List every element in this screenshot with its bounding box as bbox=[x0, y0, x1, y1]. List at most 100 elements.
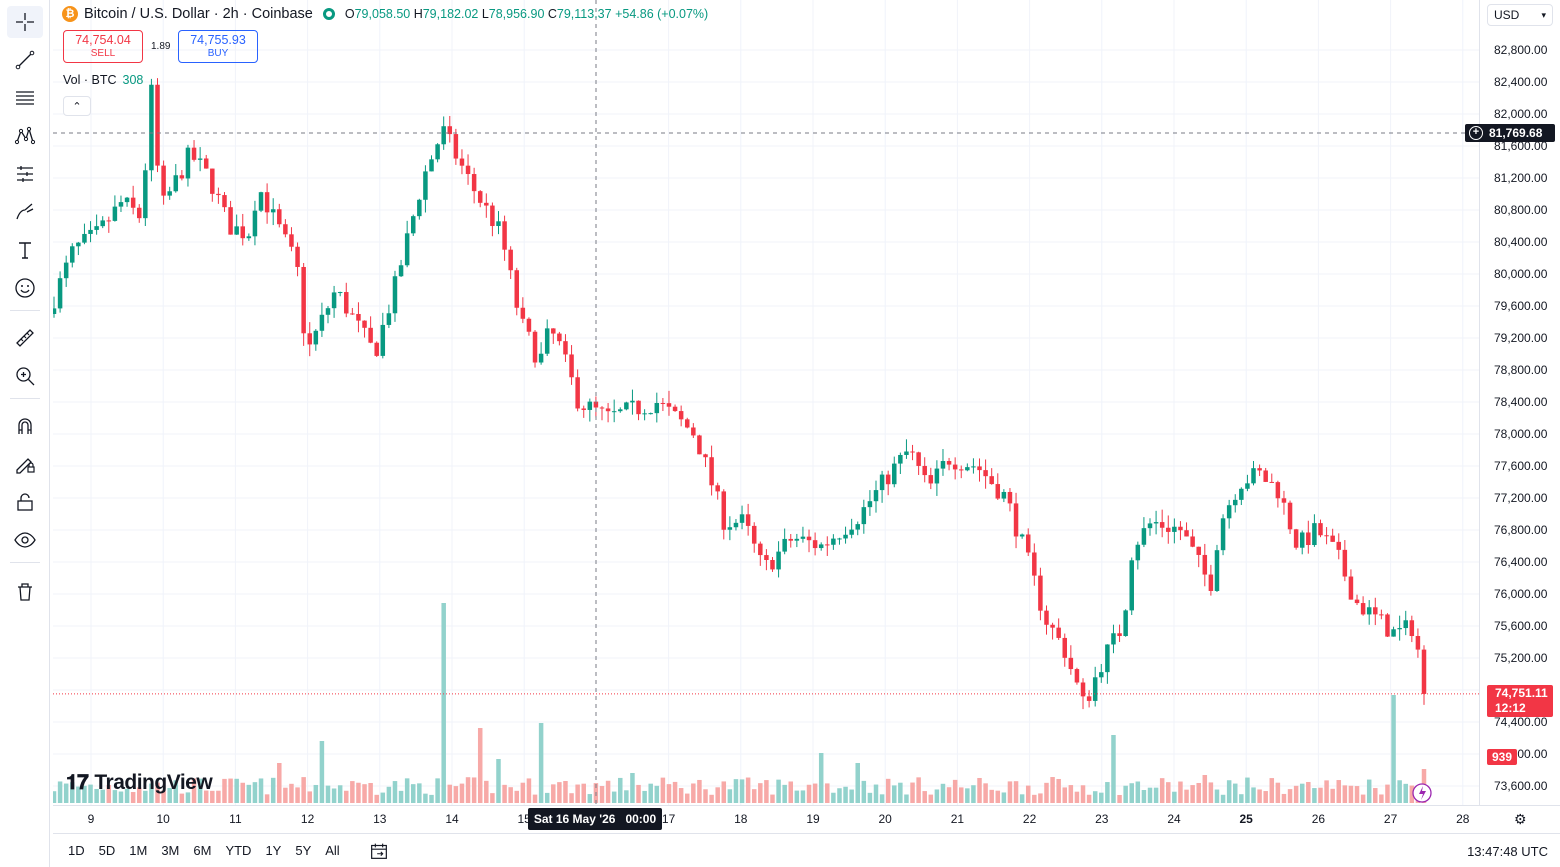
candle-body bbox=[1385, 614, 1390, 637]
candle-body bbox=[739, 514, 745, 523]
volume-bar bbox=[1172, 791, 1177, 803]
zoom-in-icon[interactable] bbox=[7, 360, 43, 392]
brush-tool-icon[interactable] bbox=[7, 196, 43, 228]
range-button-5y[interactable]: 5Y bbox=[295, 842, 312, 858]
fib-retracement-tool-icon[interactable] bbox=[7, 82, 43, 114]
candle-body bbox=[1190, 536, 1195, 547]
candle-body bbox=[112, 206, 118, 221]
pattern-tool-icon[interactable] bbox=[7, 120, 43, 152]
candle-body bbox=[642, 413, 647, 415]
candle-body bbox=[124, 197, 130, 203]
candle-body bbox=[1269, 481, 1275, 483]
candle-body bbox=[228, 207, 233, 235]
settings-gear-icon[interactable]: ⚙ bbox=[1514, 811, 1527, 827]
candle-body bbox=[222, 195, 227, 208]
volume-bar bbox=[1080, 785, 1086, 803]
volume-bar bbox=[770, 794, 775, 803]
currency-select[interactable]: USD ▾ bbox=[1487, 4, 1553, 26]
volume-bar bbox=[666, 784, 672, 803]
chart-pane[interactable] bbox=[53, 0, 1479, 805]
time-tick-label: 24 bbox=[1167, 812, 1181, 826]
buy-button[interactable]: 74,755.93 BUY bbox=[178, 30, 258, 63]
range-button-3m[interactable]: 3M bbox=[161, 842, 180, 858]
candle-body bbox=[605, 408, 611, 412]
emoji-tool-icon[interactable] bbox=[7, 272, 43, 304]
price-tick-label: 79,600.00 bbox=[1494, 299, 1548, 313]
volume-bar bbox=[1190, 785, 1195, 803]
time-axis[interactable]: 9 10 11 12 13 14 15 17 18 19 20 21 22 23 24 25 26 27 28 bbox=[53, 805, 1560, 833]
sell-button[interactable]: 74,754.04 SELL bbox=[63, 30, 143, 63]
candle-body bbox=[386, 313, 392, 325]
volume-bar bbox=[599, 785, 605, 803]
lock-drawing-icon[interactable] bbox=[7, 448, 43, 480]
candle-body bbox=[88, 229, 93, 234]
volume-bar bbox=[53, 791, 57, 803]
range-button-1m[interactable]: 1M bbox=[129, 842, 148, 858]
volume-bar bbox=[313, 784, 319, 803]
text-tool-icon[interactable] bbox=[7, 234, 43, 266]
symbol-title[interactable]: Bitcoin / U.S. Dollar · 2h · Coinbase bbox=[84, 6, 313, 22]
range-button-6m[interactable]: 6M bbox=[193, 842, 212, 858]
volume-bar bbox=[867, 792, 873, 803]
trend-line-tool-icon[interactable] bbox=[7, 44, 43, 76]
candle-body bbox=[1050, 624, 1055, 628]
volume-bar bbox=[222, 778, 227, 803]
volume-bar bbox=[1092, 791, 1098, 803]
trash-icon[interactable] bbox=[7, 576, 43, 608]
add-alert-icon[interactable]: + bbox=[1469, 126, 1483, 140]
volume-bar bbox=[106, 784, 112, 803]
candle-body bbox=[538, 353, 544, 363]
candle-body bbox=[1068, 657, 1074, 670]
volume-bar bbox=[234, 778, 239, 803]
ruler-tool-icon[interactable] bbox=[7, 322, 43, 354]
unlock-icon[interactable] bbox=[7, 486, 43, 518]
range-button-ytd[interactable]: YTD bbox=[225, 842, 252, 858]
range-button-1y[interactable]: 1Y bbox=[265, 842, 282, 858]
volume-bar bbox=[563, 781, 568, 803]
candle-body bbox=[1275, 482, 1281, 499]
volume-bar bbox=[1001, 792, 1007, 803]
candlestick-chart[interactable] bbox=[53, 0, 1479, 805]
volume-bar bbox=[1135, 781, 1141, 803]
volume-bar bbox=[88, 784, 93, 803]
price-tick-label: 82,400.00 bbox=[1494, 75, 1548, 89]
crosshair-tool-icon[interactable] bbox=[7, 6, 43, 38]
volume-bar bbox=[1184, 789, 1189, 803]
tradingview-logo[interactable]: 𝟏𝟕 TradingView bbox=[66, 771, 213, 794]
volume-bar bbox=[1306, 781, 1311, 803]
price-tick-label: 81,600.00 bbox=[1494, 139, 1548, 153]
volume-bar bbox=[252, 782, 258, 803]
candle-body bbox=[1080, 682, 1086, 697]
range-button-all[interactable]: All bbox=[325, 842, 340, 858]
candle-body bbox=[1214, 550, 1220, 591]
go-to-date-icon[interactable] bbox=[367, 839, 391, 863]
volume-bar bbox=[544, 792, 550, 803]
volume-bar bbox=[569, 793, 574, 803]
candle-body bbox=[575, 377, 580, 409]
volume-bar bbox=[910, 782, 915, 803]
range-button-1d[interactable]: 1D bbox=[68, 842, 85, 858]
candle-body bbox=[727, 527, 733, 530]
price-tick-label: 79,200.00 bbox=[1494, 331, 1548, 345]
volume-bar bbox=[417, 783, 422, 803]
eye-icon[interactable] bbox=[7, 524, 43, 556]
magnet-icon[interactable] bbox=[7, 410, 43, 442]
crosshair-price-label[interactable]: + 81,769.68 bbox=[1465, 124, 1555, 142]
candle-body bbox=[417, 199, 422, 217]
volume-bar bbox=[502, 784, 507, 803]
utc-clock[interactable]: 13:47:48 UTC bbox=[1467, 844, 1548, 859]
volume-bar bbox=[484, 780, 489, 803]
range-button-5d[interactable]: 5D bbox=[98, 842, 116, 858]
candle-body bbox=[1293, 529, 1299, 548]
volume-bar bbox=[1019, 794, 1025, 803]
volume-bar bbox=[264, 794, 270, 803]
volume-bar bbox=[1214, 789, 1220, 803]
volume-bar bbox=[246, 784, 252, 803]
candle-body bbox=[1013, 503, 1019, 537]
forecasting-tool-icon[interactable] bbox=[7, 158, 43, 190]
candle-body bbox=[648, 413, 653, 415]
volume-legend[interactable]: Vol · BTC 308 bbox=[63, 73, 144, 87]
candle-body bbox=[82, 233, 87, 243]
collapse-legend-button[interactable]: ⌃ bbox=[63, 96, 91, 116]
volume-bar bbox=[1251, 787, 1256, 803]
